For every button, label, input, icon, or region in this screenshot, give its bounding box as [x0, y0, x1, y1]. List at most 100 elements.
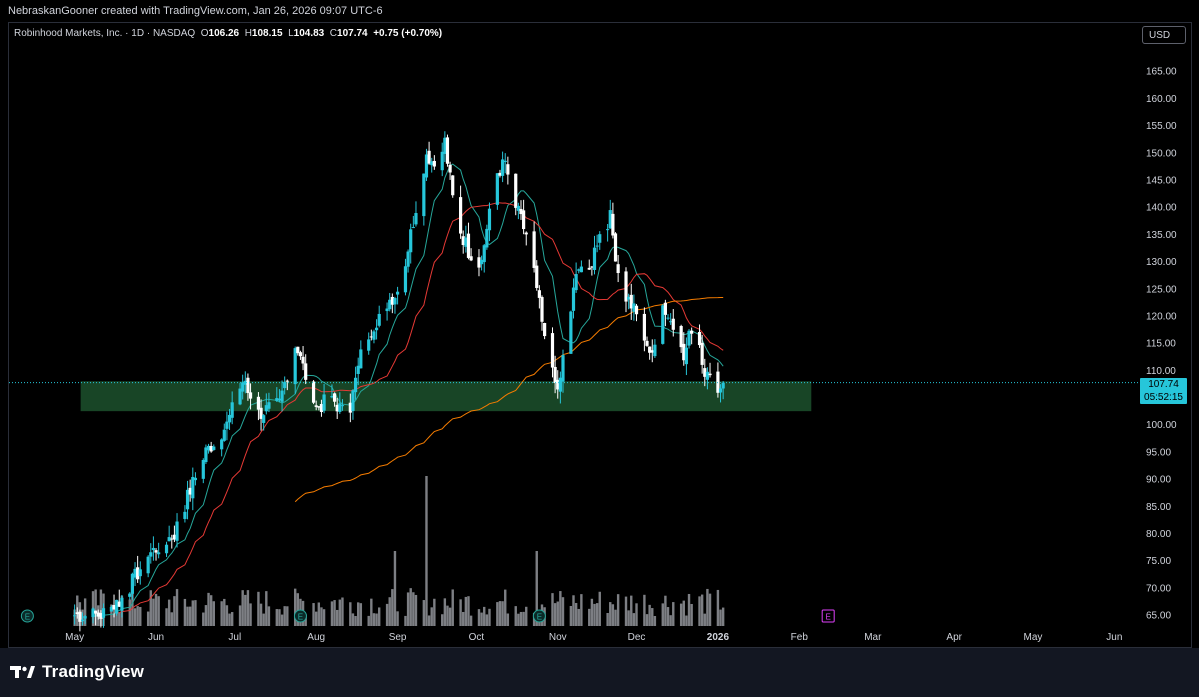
volume-bar — [409, 588, 412, 626]
y-tick-label: 130.00 — [1146, 257, 1177, 268]
earnings-marker-label: E — [826, 613, 831, 622]
volume-bar — [517, 613, 520, 626]
volume-bar — [202, 612, 205, 626]
x-tick-label: Oct — [469, 632, 485, 643]
candle-body — [540, 297, 544, 322]
candle-body — [227, 414, 232, 423]
volume-bar — [708, 593, 712, 626]
candle-body — [669, 321, 673, 323]
volume-bar — [430, 607, 433, 626]
volume-bar — [593, 603, 596, 626]
volume-bar — [194, 600, 197, 626]
volume-bar — [112, 613, 116, 626]
volume-bar — [590, 598, 594, 626]
volume-bar — [188, 606, 192, 626]
tradingview-logo[interactable]: TradingView — [10, 662, 144, 682]
volume-bar — [133, 608, 137, 626]
volume-bar — [393, 551, 397, 626]
candle-body — [138, 569, 142, 577]
volume-bar — [249, 603, 252, 626]
candle-body — [317, 406, 321, 408]
candle-body — [671, 318, 675, 330]
volume-bar — [238, 605, 242, 626]
candle-body — [175, 521, 179, 541]
candle-body — [661, 305, 665, 344]
volume-bar — [614, 609, 617, 626]
price-chart[interactable]: 165.00 160.00 155.00 150.00 145.00 140.00 135.… — [0, 0, 1199, 648]
candle-body — [690, 330, 694, 334]
earnings-marker-icon[interactable] — [532, 609, 546, 623]
y-tick-label: 140.00 — [1146, 203, 1177, 214]
attribution-bar: NebraskanGooner created with TradingView… — [0, 0, 1199, 22]
volume-bar — [370, 598, 373, 626]
footer-bar — [0, 648, 1199, 697]
candle-body — [721, 382, 725, 389]
candle-body — [83, 616, 87, 619]
candle-body — [448, 164, 452, 173]
volume-bar — [212, 601, 215, 626]
x-tick-label: Mar — [864, 632, 882, 643]
candle-body — [514, 173, 518, 208]
volume-bar — [83, 598, 87, 626]
volume-bar — [700, 594, 704, 626]
candle-body — [445, 137, 450, 164]
candle-body — [246, 377, 250, 393]
volume-bar — [669, 615, 672, 626]
volume-bar — [170, 612, 173, 626]
earnings-marker-icon[interactable] — [821, 609, 835, 623]
volume-bar — [338, 599, 342, 626]
volume-bar — [685, 615, 688, 626]
candle-body — [629, 294, 633, 309]
candle-body — [353, 377, 358, 393]
currency-button[interactable]: USD — [1142, 26, 1186, 44]
candle-body — [503, 160, 507, 162]
volume-bar — [146, 611, 150, 626]
candle-body — [700, 342, 704, 365]
candle-body — [477, 257, 481, 268]
volume-bar — [703, 613, 706, 626]
volume-bar — [553, 603, 557, 626]
volume-bar — [574, 602, 578, 626]
candle-body — [296, 346, 300, 354]
candle-body — [648, 346, 652, 353]
candle-body — [283, 382, 287, 389]
candle-body — [466, 233, 471, 258]
volume-bar — [404, 615, 407, 626]
candle-body — [277, 398, 282, 401]
candle-body — [112, 604, 116, 610]
y-tick-label: 115.00 — [1146, 339, 1176, 350]
y-tick-label: 120.00 — [1146, 311, 1177, 322]
volume-bar — [167, 599, 171, 626]
volume-bar — [278, 609, 281, 626]
candle-body — [409, 229, 413, 253]
low-label: L — [288, 28, 294, 39]
candle-body — [461, 236, 465, 245]
candle-body — [430, 161, 434, 166]
volume-bar — [551, 593, 554, 626]
y-tick-label: 80.00 — [1146, 529, 1171, 540]
volume-bar — [152, 598, 155, 626]
volume-bar — [388, 597, 391, 626]
volume-bar — [627, 610, 630, 626]
candle-body — [314, 405, 318, 407]
earnings-marker-icon[interactable] — [293, 609, 307, 623]
candle-body — [645, 340, 649, 346]
x-tick-label: Nov — [549, 632, 567, 643]
earnings-marker-icon[interactable] — [20, 609, 34, 623]
candle-body — [298, 352, 303, 357]
candle-body — [506, 164, 510, 175]
candle-body — [115, 599, 119, 614]
candle-body — [264, 405, 268, 412]
y-tick-label: 90.00 — [1146, 475, 1171, 486]
candle-body — [487, 208, 492, 231]
candle-body — [191, 476, 195, 499]
volume-bar — [598, 591, 601, 626]
volume-bar — [267, 606, 271, 626]
candle-body — [393, 298, 397, 305]
volume-bar — [330, 601, 334, 626]
candle-body — [262, 415, 266, 423]
volume-bar — [320, 607, 323, 626]
candle-body — [598, 234, 602, 243]
volume-bar — [519, 611, 523, 626]
volume-bar — [501, 601, 504, 626]
